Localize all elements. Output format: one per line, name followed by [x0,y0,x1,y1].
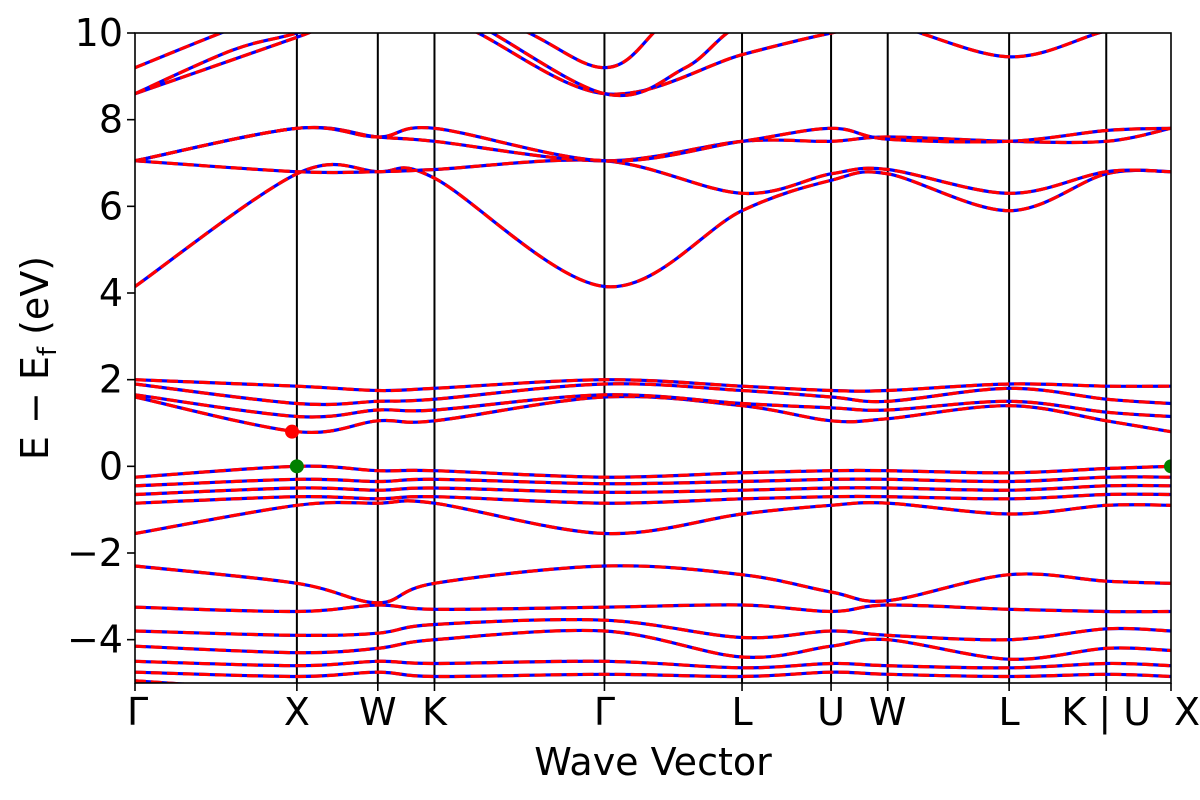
band-9-dashed [135,492,1171,505]
x-tick-label-8: L [999,690,1020,734]
x-tick-label-2: W [359,690,397,734]
plot-frame [134,32,1172,684]
y-tick-label-2: 0 [99,444,123,488]
y-axis-title-subscript: f [33,346,63,356]
band-21-dashed [135,33,1105,96]
band-20-dashed [135,125,1171,163]
x-tick-label-4: Γ [594,690,615,734]
y-axis: −4 −2 0 2 4 6 8 10 [67,11,135,662]
y-tick-label-4: 4 [99,271,123,315]
band-21-solid [135,33,1105,96]
band-4-dashed [135,628,1171,661]
y-tick-label-0: −4 [67,618,123,662]
x-tick-label-1: X [284,690,310,734]
band-11-dashed [135,475,1171,488]
band-22-dashed [135,33,730,98]
band-2-dashed [135,670,1171,679]
y-tick-label-5: 6 [99,184,123,228]
band-6-dashed [135,603,1171,614]
band-18-dashed [135,158,1171,195]
band-7-dashed [135,564,1171,605]
band-19-solid [135,125,1171,163]
x-tick-label-6: U [817,690,845,734]
x-tick-label-10: X [1174,690,1200,734]
vbm-marker-1 [289,459,304,474]
band-3-dashed [135,659,1171,670]
band-1-solid [135,679,192,683]
band-5-dashed [135,617,1171,642]
band-7-solid [135,564,1171,605]
y-axis-title-main: E − E [13,356,57,460]
vbm-marker-2 [1164,459,1171,474]
x-tick-label-5: L [731,690,752,734]
band-10-dashed [135,483,1171,497]
band-16-dashed [135,378,1171,393]
band-14-dashed [135,393,1171,419]
y-tick-label-1: −2 [67,531,123,575]
band-17-dashed [135,162,1171,289]
x-tick-label-3: K [422,690,448,734]
y-tick-label-3: 2 [99,358,123,402]
y-tick-label-7: 10 [75,11,123,55]
bands [135,33,1171,683]
band-17-solid [135,162,1171,289]
y-axis-title-unit: (eV) [13,256,57,347]
x-tick-label-0: Γ [127,690,148,734]
band-15-dashed [135,382,1171,407]
cbm-marker-1 [285,424,300,439]
y-tick-label-6: 8 [99,98,123,142]
x-tick-label-9: K | U [1061,690,1151,735]
y-axis-title: E − Ef (eV) [13,256,63,460]
band-23-dashed [135,33,656,70]
band-22-solid [135,33,730,98]
x-tick-label-7: W [869,690,907,734]
band-8-solid [135,499,1171,536]
band-12-dashed [135,464,1171,479]
band-8-dashed [135,499,1171,536]
extrema-markers [285,424,1171,474]
x-axis-title: Wave Vector [534,740,772,784]
